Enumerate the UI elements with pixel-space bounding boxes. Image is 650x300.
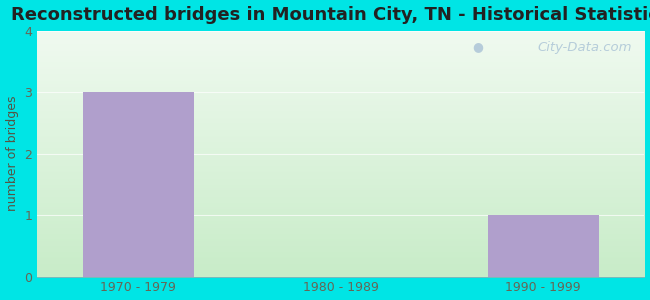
Bar xyxy=(83,92,194,277)
Bar xyxy=(488,215,599,277)
Text: City-Data.com: City-Data.com xyxy=(538,40,632,53)
Text: ●: ● xyxy=(473,40,484,53)
Title: Reconstructed bridges in Mountain City, TN - Historical Statistics: Reconstructed bridges in Mountain City, … xyxy=(12,6,650,24)
Y-axis label: number of bridges: number of bridges xyxy=(6,96,19,212)
